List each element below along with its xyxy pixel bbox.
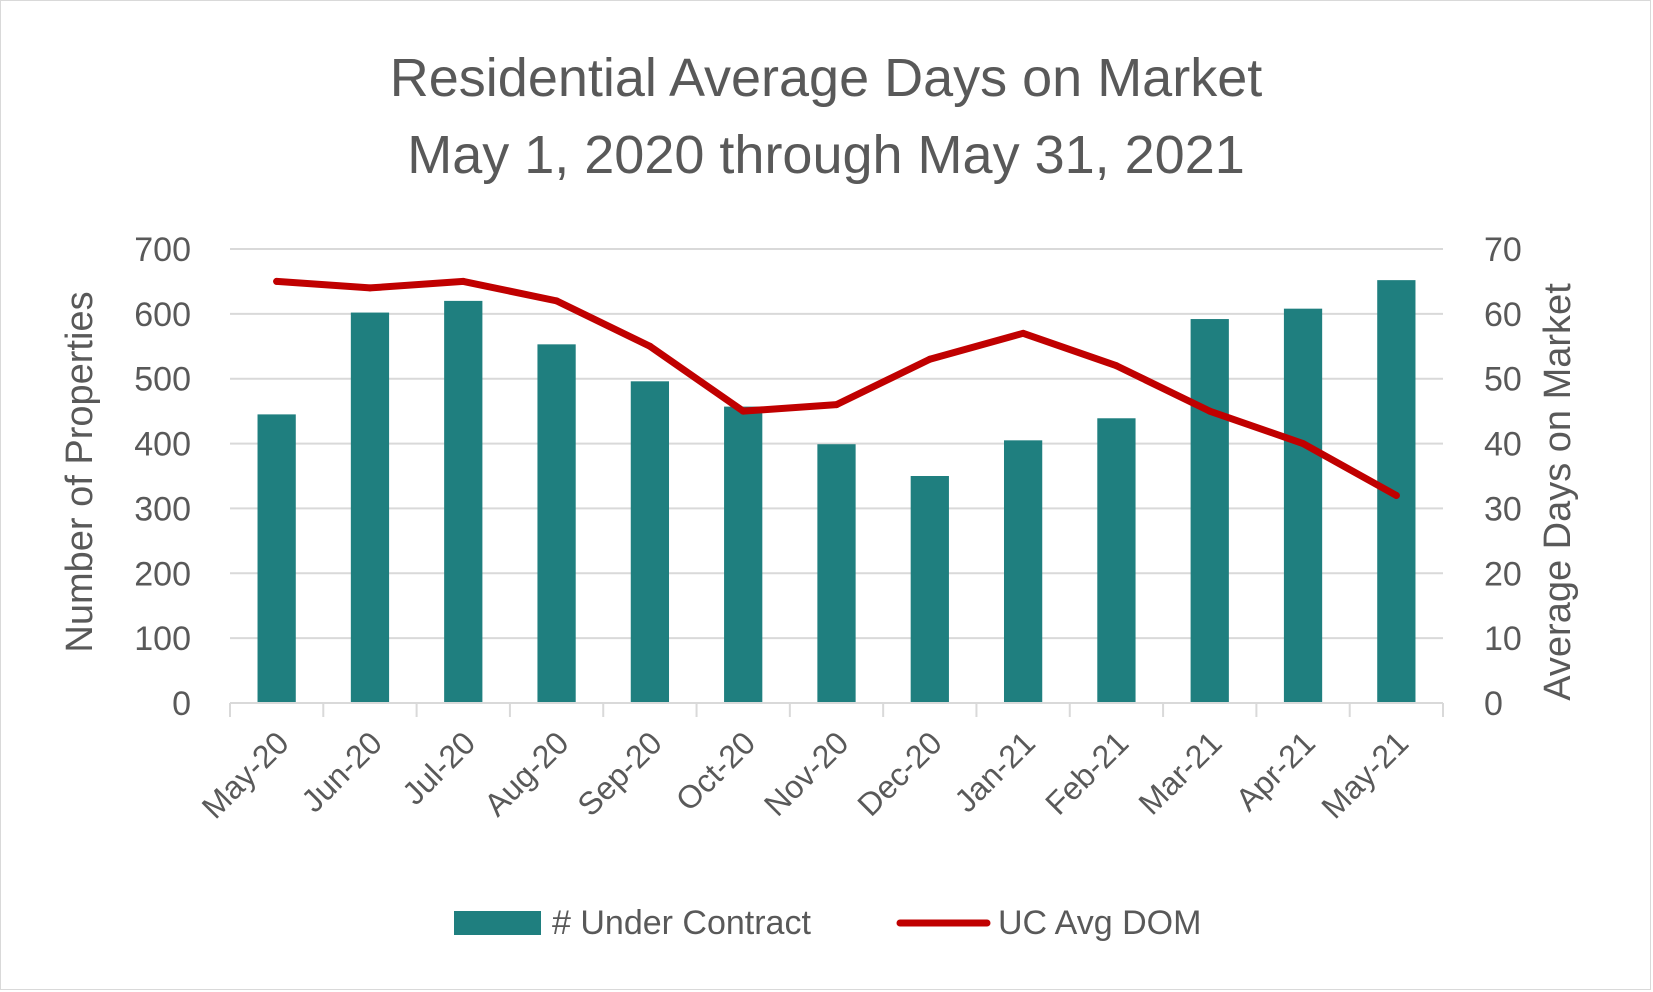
legend-label-bars: # Under Contract xyxy=(552,904,811,942)
line-point xyxy=(1206,407,1214,415)
line-point xyxy=(739,407,747,415)
legend-label-line: UC Avg DOM xyxy=(998,904,1201,942)
x-tick-label: May-21 xyxy=(1314,724,1415,825)
x-tick-label: Feb-21 xyxy=(1038,724,1135,821)
x-tick-label: Jan-21 xyxy=(947,724,1042,819)
bar xyxy=(630,381,670,703)
chart-title: Residential Average Days on Market xyxy=(390,48,1262,108)
y2-axis-ticks: 0 10 20 30 40 50 60 70 xyxy=(1484,231,1522,723)
y-axis-title: Number of Properties xyxy=(59,291,101,652)
y2-tick-label: 10 xyxy=(1484,620,1522,658)
x-tick-label: May-20 xyxy=(195,724,296,825)
y-axis-ticks: 0 100 200 300 400 500 600 700 xyxy=(134,231,191,723)
bar xyxy=(724,406,763,703)
y-tick-label: 700 xyxy=(134,231,191,269)
y-tick-label: 300 xyxy=(134,490,191,528)
y2-tick-label: 0 xyxy=(1484,685,1503,723)
y-tick-label: 600 xyxy=(134,296,191,334)
bar xyxy=(537,344,576,703)
line-point xyxy=(1299,440,1307,448)
x-axis xyxy=(229,702,1444,717)
bar xyxy=(257,414,296,703)
x-tick-label: Mar-21 xyxy=(1132,724,1229,821)
bar xyxy=(350,312,390,703)
line-point xyxy=(833,401,840,409)
y2-tick-label: 30 xyxy=(1484,490,1522,528)
x-tick-label: Oct-20 xyxy=(669,724,762,817)
y-tick-label: 200 xyxy=(134,555,191,593)
y2-axis-title: Average Days on Market xyxy=(1537,283,1579,701)
bar xyxy=(1190,319,1229,703)
x-tick-label: Dec-20 xyxy=(850,724,948,822)
line-point xyxy=(1112,362,1120,370)
gridlines xyxy=(230,248,1443,640)
y2-tick-label: 60 xyxy=(1484,296,1522,334)
line-point xyxy=(553,297,561,305)
y2-tick-label: 40 xyxy=(1484,426,1522,464)
line-point xyxy=(366,284,374,292)
line-series xyxy=(273,277,1400,499)
bar xyxy=(910,476,949,703)
line-point xyxy=(646,342,654,350)
legend: # Under Contract UC Avg DOM xyxy=(454,904,1201,942)
x-tick-label: Apr-21 xyxy=(1229,724,1322,817)
line-point xyxy=(926,355,934,363)
bar xyxy=(444,300,483,703)
bar xyxy=(1097,418,1136,703)
bar xyxy=(817,444,856,703)
x-tick-label: Jun-20 xyxy=(294,724,389,819)
line-point xyxy=(273,277,281,285)
y2-tick-label: 20 xyxy=(1484,555,1522,593)
y2-tick-label: 70 xyxy=(1484,231,1522,269)
bar xyxy=(1283,308,1323,703)
line-point xyxy=(1392,491,1400,499)
bar-series xyxy=(257,280,1416,703)
chart-subtitle: May 1, 2020 through May 31, 2021 xyxy=(407,125,1245,185)
x-tick-label: Sep-20 xyxy=(570,724,668,822)
bar xyxy=(1003,440,1043,703)
line-point xyxy=(459,277,467,285)
y-tick-label: 0 xyxy=(172,685,191,723)
y2-tick-label: 50 xyxy=(1484,361,1522,399)
legend-swatch-bars xyxy=(454,911,541,935)
x-tick-label: Aug-20 xyxy=(477,724,575,822)
line-point xyxy=(1019,329,1027,337)
y-tick-label: 500 xyxy=(134,361,191,399)
x-tick-label: Jul-20 xyxy=(395,724,482,811)
y-tick-label: 100 xyxy=(134,620,191,658)
y-tick-label: 400 xyxy=(134,426,191,464)
x-tick-label: Nov-20 xyxy=(757,724,855,822)
